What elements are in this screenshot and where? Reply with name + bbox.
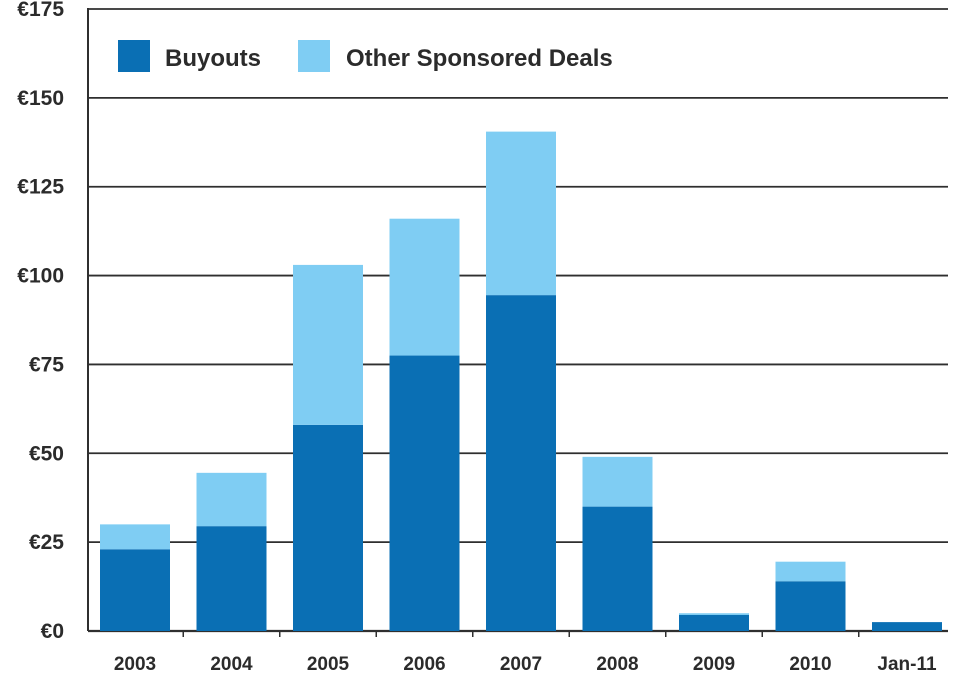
x-tick-label: 2010	[789, 654, 831, 675]
x-tick-label: 2006	[403, 654, 445, 675]
bar-buyouts	[196, 526, 267, 631]
y-tick-label: €150	[17, 87, 64, 110]
bar-other-sponsored	[775, 561, 846, 582]
y-tick-label: €0	[41, 620, 64, 643]
x-axis-ticks: 2003 2004 2005 2006 2007 2008 2009 2010 Jan-11	[114, 631, 937, 675]
bar-other-sponsored	[196, 472, 267, 527]
bar-other-sponsored	[486, 131, 556, 296]
bar-buyouts	[679, 615, 749, 631]
legend-label-other-sponsored: Other Sponsored Deals	[346, 45, 613, 72]
bar-buyouts	[389, 355, 460, 631]
x-tick-label: 2009	[693, 654, 735, 675]
bar-other-sponsored	[679, 613, 749, 616]
x-tick-label: 2005	[307, 654, 350, 675]
y-tick-label: €125	[17, 176, 64, 199]
y-tick-label: €75	[29, 353, 64, 376]
legend-label-buyouts: Buyouts	[165, 45, 261, 72]
bar-other-sponsored	[293, 264, 363, 425]
x-tick-label: 2003	[114, 654, 156, 675]
x-tick-label: 2008	[596, 654, 638, 675]
bar-other-sponsored	[389, 218, 460, 356]
legend-swatch-buyouts	[118, 40, 150, 72]
bar-buyouts	[486, 295, 556, 631]
bar-other-sponsored	[582, 456, 653, 507]
legend: Buyouts Other Sponsored Deals	[118, 40, 613, 72]
bar-buyouts	[582, 506, 653, 631]
y-tick-label: €175	[17, 0, 64, 21]
x-tick-label: 2007	[500, 654, 542, 675]
x-tick-label: 2004	[210, 654, 253, 675]
bar-buyouts	[100, 549, 170, 631]
bar-buyouts	[872, 622, 942, 631]
y-tick-label: €50	[29, 442, 64, 465]
bar-buyouts	[293, 424, 363, 631]
y-tick-label: €100	[17, 265, 64, 288]
legend-swatch-other-sponsored	[298, 40, 330, 72]
y-axis-ticks: €0 €25 €50 €75 €100 €125 €150 €175	[17, 0, 64, 643]
bars	[100, 131, 942, 631]
y-tick-label: €25	[29, 531, 64, 554]
bar-buyouts	[775, 581, 846, 631]
bar-other-sponsored	[100, 524, 170, 550]
x-tick-label: Jan-11	[877, 654, 937, 675]
